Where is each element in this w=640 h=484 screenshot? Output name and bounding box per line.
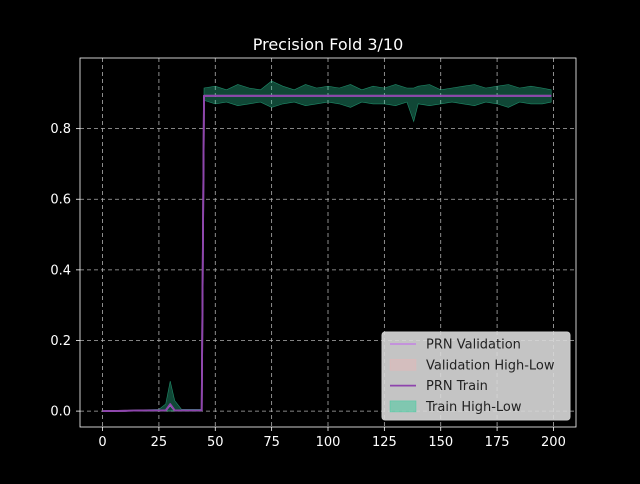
grid bbox=[80, 58, 576, 427]
legend-key-train-high-low bbox=[389, 400, 417, 413]
x-tick-label: 25 bbox=[151, 435, 168, 450]
ticks-layer: 0 25 50 75 100 125 150 175 200 0.0 0.2 0.4 0.6 0.8 bbox=[50, 122, 566, 450]
y-tick-label: 0.0 bbox=[50, 405, 71, 420]
lines-layer bbox=[102, 94, 552, 412]
x-tick-label: 0 bbox=[98, 435, 106, 450]
prn-train-line bbox=[102, 94, 552, 412]
legend-box bbox=[381, 331, 571, 421]
legend-label-train-high-low: Train High-Low bbox=[425, 400, 522, 415]
x-tick-label: 100 bbox=[316, 435, 341, 450]
x-tick-label: 150 bbox=[428, 435, 453, 450]
legend-label-validation-high-low: Validation High-Low bbox=[426, 358, 555, 373]
chart-title: Precision Fold 3/10 bbox=[253, 35, 404, 54]
x-tick-label: 50 bbox=[207, 435, 224, 450]
y-tick-label: 0.6 bbox=[50, 193, 71, 208]
x-tick-label: 75 bbox=[263, 435, 280, 450]
x-tick-label: 175 bbox=[485, 435, 510, 450]
legend: PRN Validation Validation High-Low PRN Tra… bbox=[381, 331, 571, 421]
legend-label-prn-train: PRN Train bbox=[426, 379, 488, 394]
legend-label-prn-validation: PRN Validation bbox=[426, 338, 521, 353]
x-tick-label: 125 bbox=[372, 435, 397, 450]
x-tick-label: 200 bbox=[541, 435, 566, 450]
y-tick-label: 0.4 bbox=[50, 263, 71, 278]
y-tick-label: 0.8 bbox=[50, 122, 71, 137]
y-tick-label: 0.2 bbox=[50, 334, 71, 349]
legend-key-validation-high-low bbox=[389, 358, 417, 371]
